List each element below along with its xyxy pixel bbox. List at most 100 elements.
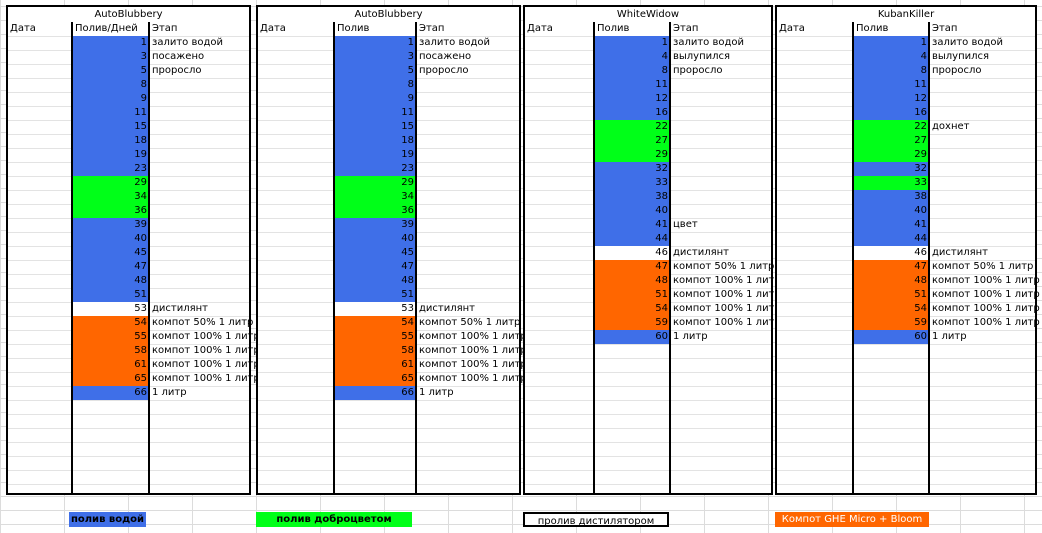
stage-cell[interactable]: залито водой	[419, 37, 491, 48]
stage-cell[interactable]: компот 100% 1 литр	[673, 275, 781, 286]
stage-cell[interactable]: компот 100% 1 литр	[419, 373, 527, 384]
watering-day-cell[interactable]: 38	[595, 190, 669, 204]
stage-cell[interactable]: компот 100% 1 литр	[932, 275, 1040, 286]
stage-cell[interactable]: 1 литр	[419, 387, 454, 398]
watering-day-cell[interactable]: 27	[595, 134, 669, 148]
stage-cell[interactable]: компот 100% 1 литр	[152, 373, 260, 384]
watering-day-cell[interactable]: 51	[854, 288, 928, 302]
watering-day-cell[interactable]: 1	[854, 36, 928, 50]
watering-day-cell[interactable]: 18	[73, 134, 148, 148]
watering-day-cell[interactable]: 54	[854, 302, 928, 316]
watering-day-cell[interactable]: 59	[854, 316, 928, 330]
watering-day-cell[interactable]: 23	[73, 162, 148, 176]
watering-day-cell[interactable]: 54	[595, 302, 669, 316]
watering-day-cell[interactable]: 11	[854, 78, 928, 92]
watering-day-cell[interactable]: 53	[73, 302, 148, 316]
watering-day-cell[interactable]: 8	[854, 64, 928, 78]
watering-day-cell[interactable]: 19	[335, 148, 415, 162]
stage-cell[interactable]: 1 литр	[673, 331, 708, 342]
stage-cell[interactable]: компот 100% 1 литр	[673, 317, 781, 328]
watering-day-cell[interactable]: 61	[73, 358, 148, 372]
watering-day-cell[interactable]: 27	[854, 134, 928, 148]
watering-day-cell[interactable]: 11	[595, 78, 669, 92]
watering-day-cell[interactable]: 46	[595, 246, 669, 260]
stage-cell[interactable]: вылупился	[932, 51, 990, 62]
watering-day-cell[interactable]: 47	[73, 260, 148, 274]
watering-day-cell[interactable]: 60	[854, 330, 928, 344]
stage-cell[interactable]: компот 100% 1 литр	[152, 345, 260, 356]
stage-cell[interactable]: дистилянт	[673, 247, 730, 258]
stage-cell[interactable]: компот 50% 1 литр	[673, 261, 775, 272]
watering-day-cell[interactable]: 34	[73, 190, 148, 204]
watering-day-cell[interactable]: 4	[595, 50, 669, 64]
watering-day-cell[interactable]: 66	[73, 386, 148, 400]
watering-day-cell[interactable]: 44	[595, 232, 669, 246]
watering-day-cell[interactable]: 47	[854, 260, 928, 274]
watering-day-cell[interactable]: 48	[335, 274, 415, 288]
watering-day-cell[interactable]: 9	[73, 92, 148, 106]
watering-day-cell[interactable]: 15	[73, 120, 148, 134]
watering-day-cell[interactable]: 15	[335, 120, 415, 134]
stage-cell[interactable]: посажено	[419, 51, 472, 62]
watering-day-cell[interactable]: 36	[73, 204, 148, 218]
watering-day-cell[interactable]: 1	[595, 36, 669, 50]
watering-day-cell[interactable]: 60	[595, 330, 669, 344]
watering-day-cell[interactable]: 44	[854, 232, 928, 246]
watering-day-cell[interactable]: 41	[854, 218, 928, 232]
watering-day-cell[interactable]: 51	[335, 288, 415, 302]
watering-day-cell[interactable]: 19	[73, 148, 148, 162]
watering-day-cell[interactable]: 46	[854, 246, 928, 260]
watering-day-cell[interactable]: 33	[595, 176, 669, 190]
watering-day-cell[interactable]: 33	[854, 176, 928, 190]
watering-day-cell[interactable]: 51	[73, 288, 148, 302]
watering-day-cell[interactable]: 8	[595, 64, 669, 78]
watering-day-cell[interactable]: 39	[73, 218, 148, 232]
watering-day-cell[interactable]: 23	[335, 162, 415, 176]
watering-day-cell[interactable]: 66	[335, 386, 415, 400]
watering-day-cell[interactable]: 22	[854, 120, 928, 134]
watering-day-cell[interactable]: 32	[595, 162, 669, 176]
watering-day-cell[interactable]: 4	[854, 50, 928, 64]
watering-day-cell[interactable]: 40	[335, 232, 415, 246]
watering-day-cell[interactable]: 12	[595, 92, 669, 106]
watering-day-cell[interactable]: 3	[335, 50, 415, 64]
watering-day-cell[interactable]: 16	[595, 106, 669, 120]
stage-cell[interactable]: компот 50% 1 литр	[932, 261, 1034, 272]
stage-cell[interactable]: 1 литр	[932, 331, 967, 342]
stage-cell[interactable]: проросло	[673, 65, 723, 76]
watering-day-cell[interactable]: 18	[335, 134, 415, 148]
stage-cell[interactable]: дистилянт	[419, 303, 476, 314]
watering-day-cell[interactable]: 29	[595, 148, 669, 162]
watering-day-cell[interactable]: 55	[73, 330, 148, 344]
watering-day-cell[interactable]: 47	[335, 260, 415, 274]
watering-day-cell[interactable]: 55	[335, 330, 415, 344]
stage-cell[interactable]: компот 50% 1 литр	[419, 317, 521, 328]
stage-cell[interactable]: вылупился	[673, 51, 731, 62]
watering-day-cell[interactable]: 53	[335, 302, 415, 316]
watering-day-cell[interactable]: 5	[73, 64, 148, 78]
watering-day-cell[interactable]: 40	[73, 232, 148, 246]
stage-cell[interactable]: проросло	[419, 65, 469, 76]
watering-day-cell[interactable]: 54	[335, 316, 415, 330]
stage-cell[interactable]: компот 100% 1 литр	[419, 345, 527, 356]
watering-day-cell[interactable]: 36	[335, 204, 415, 218]
watering-day-cell[interactable]: 58	[335, 344, 415, 358]
stage-cell[interactable]: компот 50% 1 литр	[152, 317, 254, 328]
stage-cell[interactable]: проросло	[932, 65, 982, 76]
stage-cell[interactable]: посажено	[152, 51, 205, 62]
stage-cell[interactable]: компот 100% 1 литр	[419, 359, 527, 370]
watering-day-cell[interactable]: 48	[595, 274, 669, 288]
stage-cell[interactable]: компот 100% 1 литр	[419, 331, 527, 342]
watering-day-cell[interactable]: 51	[595, 288, 669, 302]
stage-cell[interactable]: дистилянт	[932, 247, 989, 258]
watering-day-cell[interactable]: 48	[854, 274, 928, 288]
watering-day-cell[interactable]: 65	[335, 372, 415, 386]
watering-day-cell[interactable]: 16	[854, 106, 928, 120]
stage-cell[interactable]: компот 100% 1 литр	[932, 303, 1040, 314]
watering-day-cell[interactable]: 45	[335, 246, 415, 260]
stage-cell[interactable]: компот 100% 1 литр	[673, 303, 781, 314]
watering-day-cell[interactable]: 1	[335, 36, 415, 50]
watering-day-cell[interactable]: 29	[854, 148, 928, 162]
watering-day-cell[interactable]: 41	[595, 218, 669, 232]
watering-day-cell[interactable]: 38	[854, 190, 928, 204]
